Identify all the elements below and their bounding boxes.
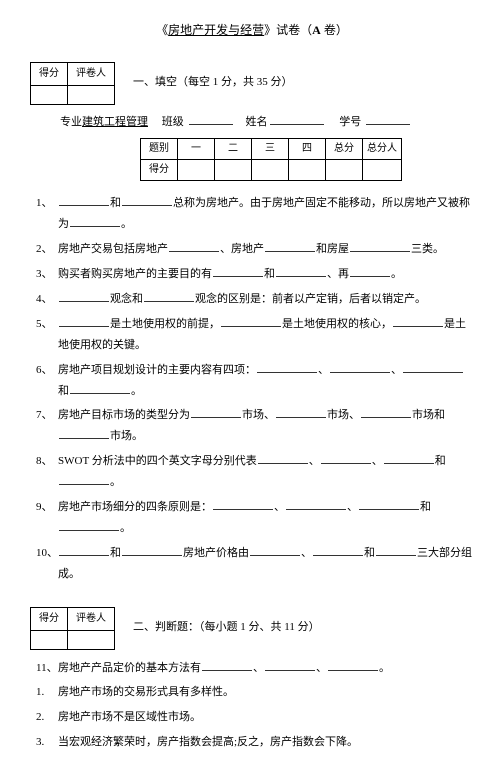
score-box-1: 得分评卷人 xyxy=(30,62,115,105)
q7: 7、 房地产目标市场的类型分为市场、市场、市场和市场。 xyxy=(36,405,474,447)
q9: 9、 房地产市场细分的四条原则是：、、和。 xyxy=(36,497,474,539)
q1: 1、 和总称为房地产。由于房地产固定不能移动，所以房地产又被称为。 xyxy=(36,193,474,235)
section-1-header: 得分评卷人 一、填空（每空 1 分，共 35 分） xyxy=(30,62,474,105)
j3: 3. 当宏观经济繁荣时，房产指数会提高;反之，房产指数会下降。 xyxy=(36,732,474,753)
judge-questions: 11、 房地产产品定价的基本方法有、、。 1. 房地产市场的交易形式具有多样性。… xyxy=(36,658,474,754)
section-2-title: 二、判断题：（每小题 1 分、共 11 分） xyxy=(133,618,320,638)
q5: 5、 是土地使用权的前提，是土地使用权的核心，是土地使用权的关键。 xyxy=(36,314,474,356)
score-box-2: 得分评卷人 xyxy=(30,607,115,650)
j2: 2. 房地产市场不是区域性市场。 xyxy=(36,707,474,728)
fill-blank-questions: 1、 和总称为房地产。由于房地产固定不能移动，所以房地产又被称为。 2、 房地产… xyxy=(36,193,474,584)
q11: 11、 房地产产品定价的基本方法有、、。 xyxy=(36,658,474,679)
section-1-title: 一、填空（每空 1 分，共 35 分） xyxy=(133,73,293,93)
q6: 6、 房地产项目规划设计的主要内容有四项：、、和。 xyxy=(36,360,474,402)
exam-title: 《房地产开发与经营》试卷（A 卷） xyxy=(30,20,474,42)
q3: 3、 购买者购买房地产的主要目的有和、再。 xyxy=(36,264,474,285)
student-info-line: 专业建筑工程管理 班级 姓名 学号 xyxy=(60,113,474,133)
section-2-header: 得分评卷人 二、判断题：（每小题 1 分、共 11 分） xyxy=(30,607,474,650)
q8: 8、 SWOT 分析法中的四个英文字母分别代表、、和。 xyxy=(36,451,474,493)
q2: 2、 房地产交易包括房地产、房地产和房屋三类。 xyxy=(36,239,474,260)
grade-table: 题别 一 二 三 四 总分 总分人 得分 xyxy=(140,138,402,181)
q4: 4、 观念和观念的区别是：前者以产定销，后者以销定产。 xyxy=(36,289,474,310)
q10: 10、 和房地产价格由、和三大部分组成。 xyxy=(36,543,474,585)
j1: 1. 房地产市场的交易形式具有多样性。 xyxy=(36,682,474,703)
